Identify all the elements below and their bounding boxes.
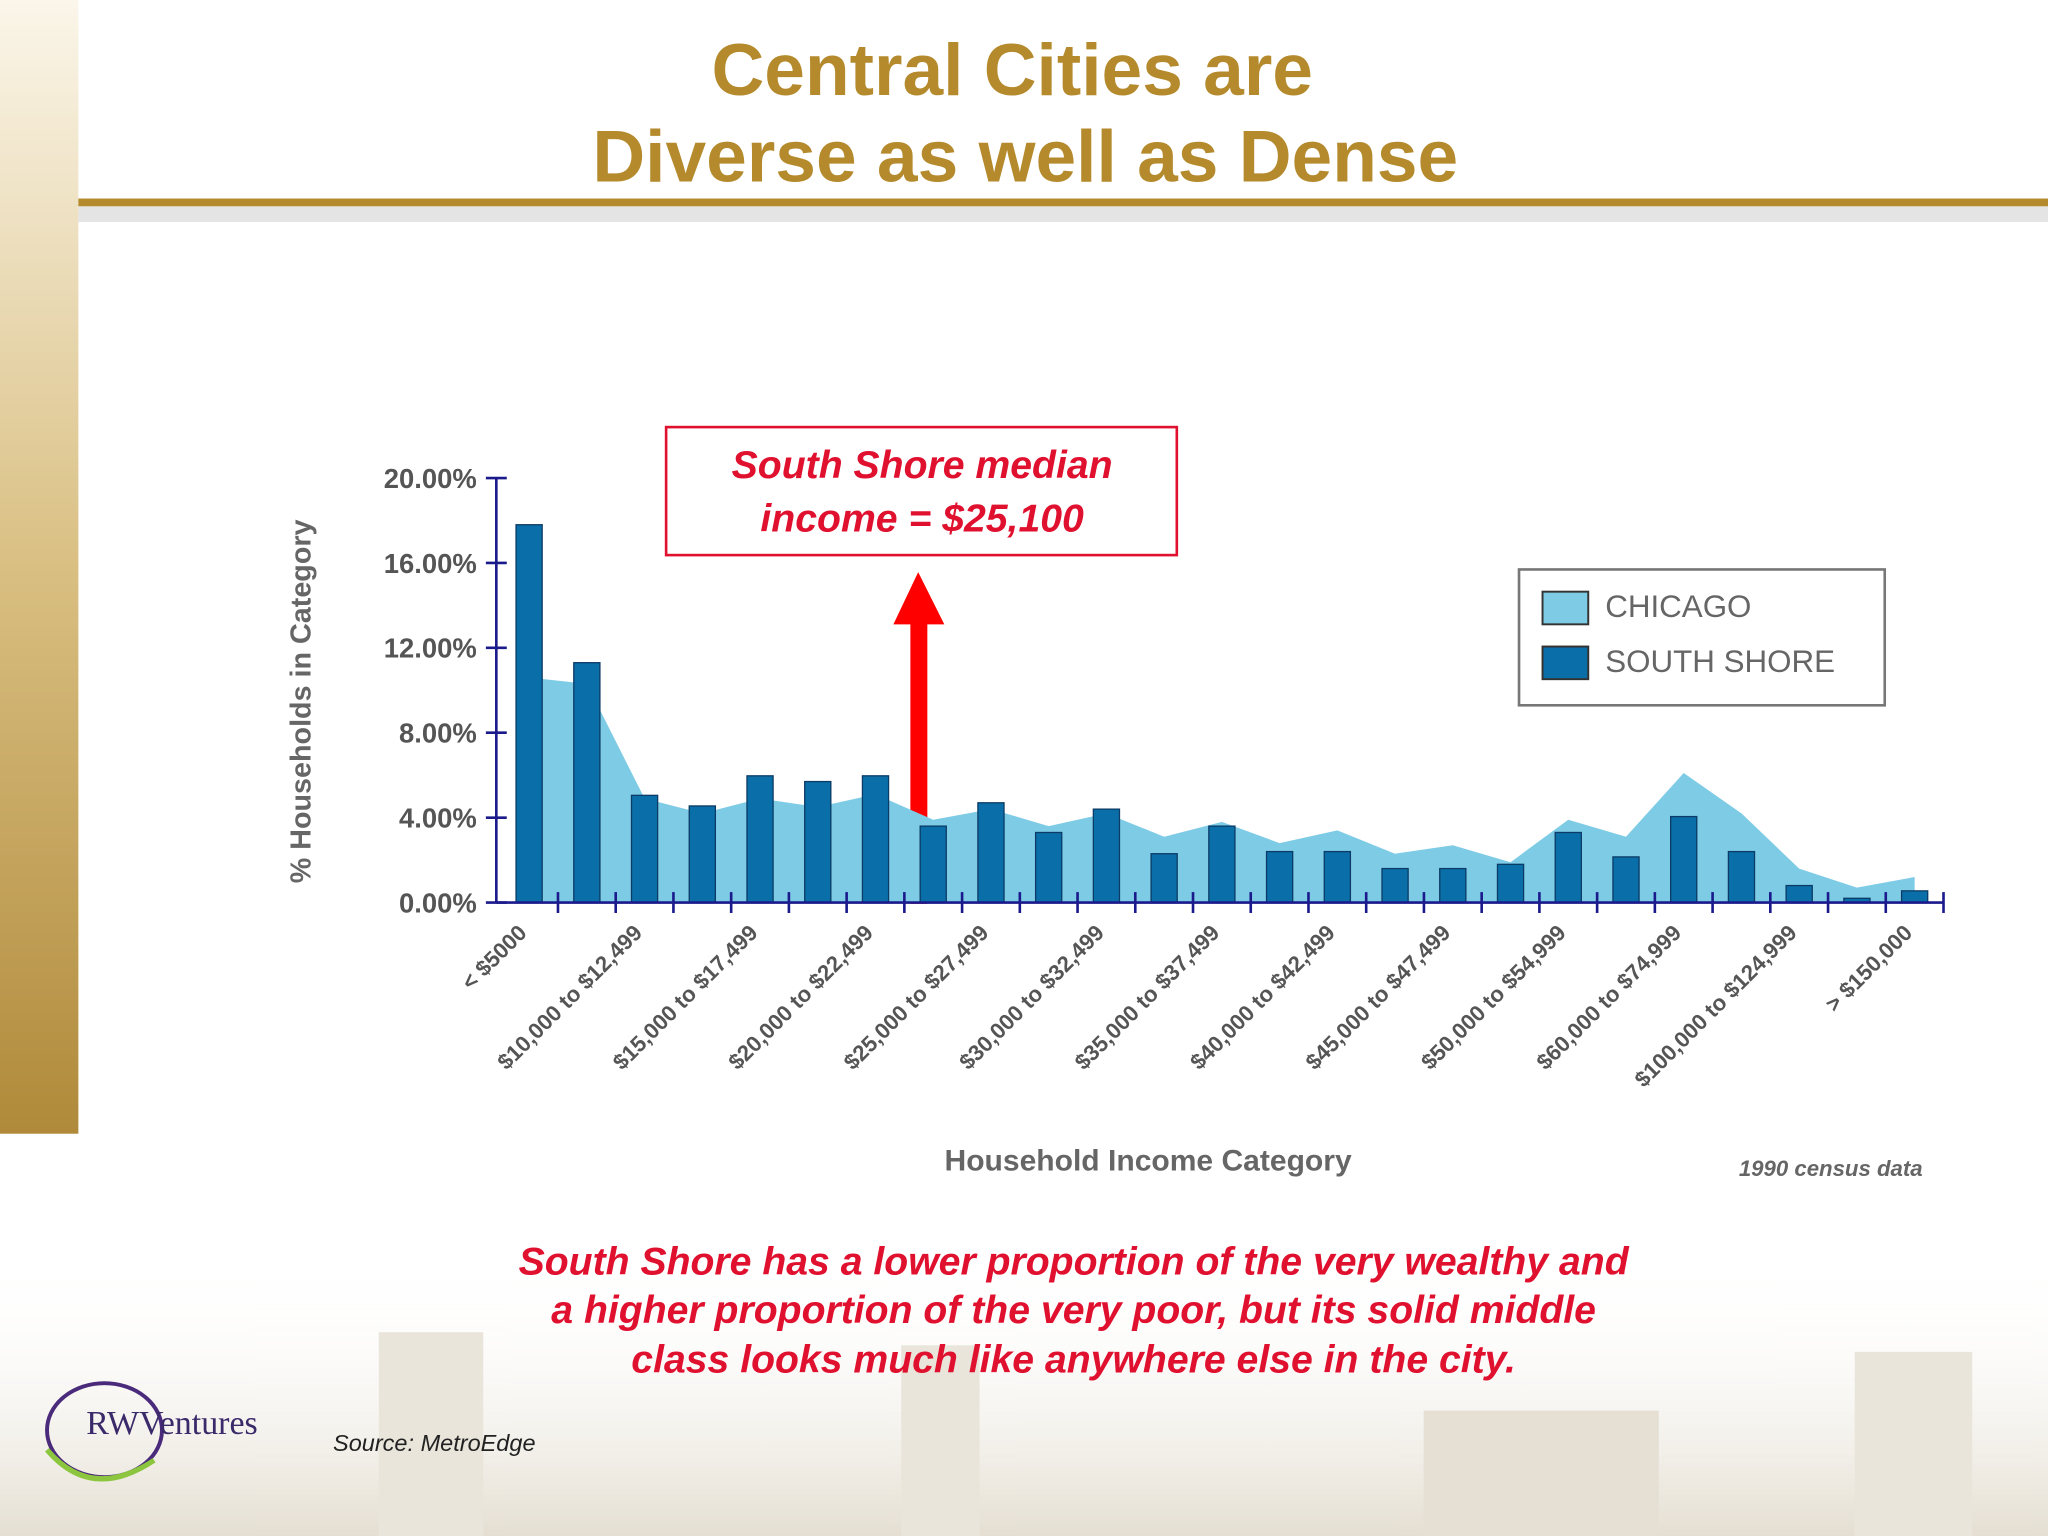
bar	[1381, 867, 1409, 904]
legend-swatch	[1541, 590, 1590, 626]
title-line: Diverse as well as Dense	[592, 116, 1458, 197]
y-tick-label: 12.00%	[384, 633, 477, 664]
legend-label: CHICAGO	[1605, 589, 1751, 624]
legend-swatch	[1541, 645, 1590, 681]
bar	[804, 780, 832, 904]
source: Source: MetroEdge	[333, 1430, 535, 1456]
x-tick-label: < $5000	[457, 920, 532, 995]
bar	[919, 825, 947, 904]
bar	[1670, 815, 1698, 904]
bar	[1900, 890, 1929, 904]
annotation-text: South Shore median	[732, 444, 1113, 487]
skyline	[0, 1253, 2048, 1536]
bar	[1496, 863, 1525, 904]
x-axis-label: Household Income Category	[945, 1144, 1352, 1177]
bar	[1034, 831, 1063, 904]
bar	[1785, 884, 1813, 904]
note: 1990 census data	[1739, 1156, 1923, 1181]
bar	[688, 805, 717, 904]
caption-line: South Shore has a lower proportion of th…	[519, 1241, 1630, 1284]
title-rule	[78, 198, 2048, 207]
x-tick-label: > $150,000	[1820, 920, 1917, 1017]
bar	[1439, 867, 1467, 904]
y-tick-label: 0.00%	[399, 887, 477, 918]
caption-line: a higher proportion of the very poor, bu…	[551, 1289, 1596, 1332]
bar	[1727, 850, 1756, 904]
bar	[1150, 853, 1178, 904]
bar	[573, 662, 601, 904]
annotation-box	[664, 425, 1179, 557]
title-shadow	[78, 206, 2048, 223]
bar	[861, 775, 890, 904]
side-strip	[0, 0, 79, 1134]
annotation-arrow	[893, 572, 945, 904]
annotation-text: income = $25,100	[760, 497, 1084, 540]
bar	[1323, 850, 1352, 904]
bar	[1092, 808, 1121, 904]
bar	[977, 802, 1005, 904]
y-tick-label: 16.00%	[384, 548, 477, 579]
caption-line: class looks much like anywhere else in t…	[631, 1339, 1516, 1382]
title-line: Central Cities are	[711, 30, 1313, 111]
y-tick-label: 4.00%	[399, 802, 477, 833]
bar	[1554, 831, 1582, 904]
bar	[1208, 825, 1236, 904]
legend-label: SOUTH SHORE	[1605, 644, 1835, 679]
y-axis-label: % Households in Category	[286, 519, 318, 883]
y-tick-label: 20.00%	[384, 463, 477, 494]
y-tick-label: 8.00%	[399, 718, 477, 749]
bar	[515, 524, 543, 904]
bar	[1265, 850, 1294, 904]
bar	[746, 775, 774, 904]
logo-swoosh	[45, 1448, 156, 1482]
logo-text: RWVentures	[86, 1405, 258, 1442]
bar	[1612, 856, 1640, 904]
bar	[630, 794, 659, 904]
